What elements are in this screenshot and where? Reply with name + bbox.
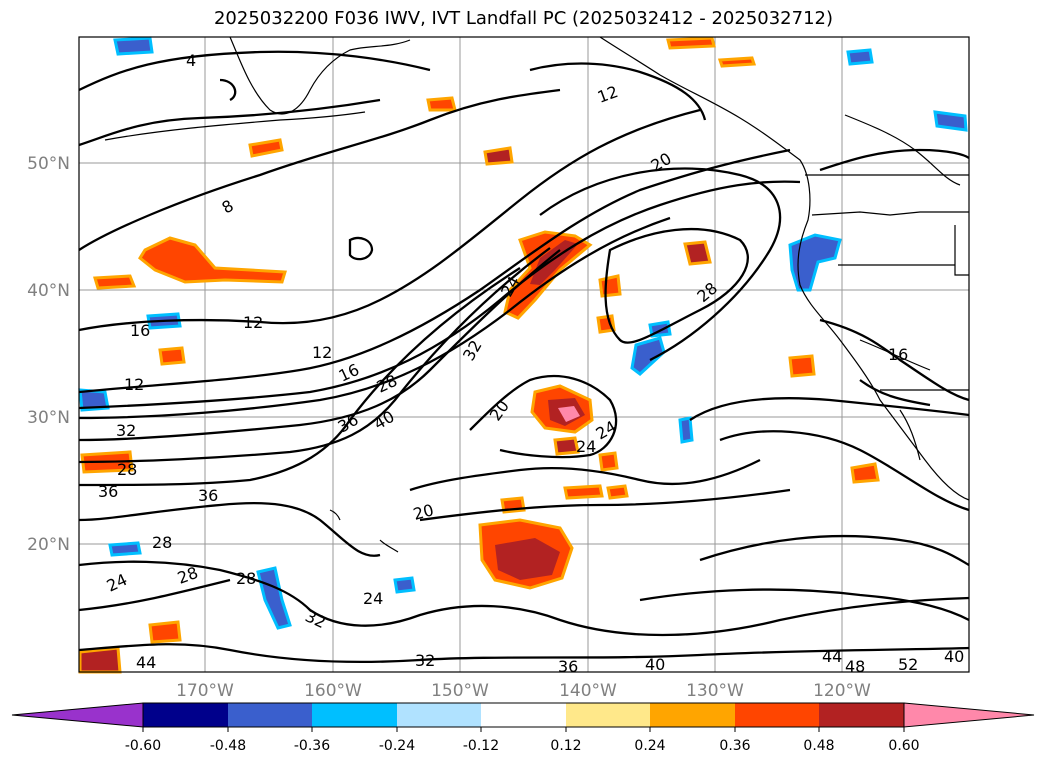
negative-anomaly-patch <box>108 541 142 557</box>
lon-label: 130°W <box>686 681 744 701</box>
ivt-shading <box>78 36 968 674</box>
strong-anomaly-patch <box>495 538 560 580</box>
lat-label: 50°N <box>27 154 70 174</box>
negative-anomaly-patch <box>630 336 666 376</box>
colorbar-tick-label: -0.12 <box>463 738 499 754</box>
latitude-labels: 50°N 40°N 30°N 20°N <box>27 154 70 555</box>
contour-label: 44 <box>822 647 842 666</box>
positive-anomaly-patch <box>248 138 284 158</box>
contour-label: 4 <box>186 51 196 70</box>
map-title: 2025032200 F036 IWV, IVT Landfall PC (20… <box>213 8 834 29</box>
positive-anomaly-patch <box>598 274 622 298</box>
peak-anomaly-patch <box>558 406 580 422</box>
coastlines <box>104 36 970 553</box>
contour-label: 28 <box>117 460 137 479</box>
colorbar-outline <box>142 702 905 728</box>
positive-anomaly-patch <box>666 36 716 50</box>
colorbar-high-extension <box>903 702 1035 728</box>
positive-anomaly-patch <box>426 96 457 112</box>
colorbar-tick-label: 0.60 <box>888 738 919 754</box>
colorbar-segment <box>228 703 312 727</box>
colorbar-segment <box>397 703 481 727</box>
negative-anomaly-patch <box>113 36 154 56</box>
colorbar-segment <box>819 703 904 727</box>
iwv-contours <box>78 50 970 664</box>
negative-anomaly-patch <box>788 233 842 292</box>
negative-anomaly-patch <box>393 576 416 594</box>
contour-label: 24 <box>363 589 383 608</box>
positive-anomaly-patch <box>717 56 757 68</box>
colorbar-tick-label: 0.24 <box>634 738 665 754</box>
colorbar-tick-label: -0.48 <box>210 738 246 754</box>
lat-label: 40°N <box>27 281 70 301</box>
contour-label: 36 <box>558 657 578 676</box>
colorbar-tick-label: -0.60 <box>125 738 161 754</box>
colorbar-segment <box>735 703 819 727</box>
contour-label: 44 <box>136 653 156 672</box>
contour-label: 28 <box>152 533 172 552</box>
colorbar: -0.60 -0.48 -0.36 -0.24 -0.12 0.12 0.24 … <box>11 702 1035 754</box>
colorbar-segment <box>650 703 735 727</box>
colorbar-tick-label: 0.12 <box>550 738 581 754</box>
map-frame <box>78 36 970 673</box>
negative-anomaly-patch <box>846 48 874 66</box>
lon-label: 120°W <box>813 681 871 701</box>
contour-label: 16 <box>130 321 150 340</box>
contour-label: 36 <box>98 482 118 501</box>
lat-label: 30°N <box>27 408 70 428</box>
contour-label: 12 <box>243 313 263 332</box>
positive-anomaly-patch <box>598 451 619 472</box>
colorbar-segment <box>143 703 228 727</box>
contour-label: 12 <box>312 343 332 362</box>
negative-anomaly-patch <box>933 110 968 132</box>
positive-anomaly-patch <box>553 436 580 456</box>
colorbar-low-extension <box>11 702 144 728</box>
positive-anomaly-patch <box>563 484 604 500</box>
contour-label: 16 <box>888 345 908 364</box>
contour-label: 40 <box>944 647 964 666</box>
positive-anomaly-patch <box>788 354 816 378</box>
positive-anomaly-patch <box>606 484 629 500</box>
colorbar-tick-label: -0.36 <box>294 738 330 754</box>
colorbar-segment <box>312 703 397 727</box>
positive-anomaly-patch <box>683 240 712 266</box>
contour-label: 12 <box>124 375 144 394</box>
lon-label: 150°W <box>431 681 489 701</box>
contour-label: 48 <box>845 657 865 676</box>
contour-label: 36 <box>198 486 218 505</box>
contour-label: 28 <box>236 569 256 588</box>
colorbar-segment <box>481 703 566 727</box>
positive-anomaly-patch <box>158 346 186 366</box>
positive-anomaly-patch <box>78 646 122 674</box>
contour-label: 20 <box>411 500 436 524</box>
contour-label: 52 <box>898 655 918 674</box>
longitude-labels: 170°W 160°W 150°W 140°W 130°W 120°W <box>176 681 871 701</box>
lon-label: 170°W <box>176 681 234 701</box>
positive-anomaly-patch <box>850 462 880 484</box>
positive-anomaly-patch <box>93 274 137 290</box>
graticule <box>79 37 969 672</box>
contour-label: 32 <box>415 651 435 670</box>
lon-label: 160°W <box>304 681 362 701</box>
colorbar-tick-label: -0.24 <box>379 738 415 754</box>
lat-label: 20°N <box>27 535 70 555</box>
positive-anomaly-patch <box>138 236 287 284</box>
contour-label: 32 <box>116 421 136 440</box>
negative-anomaly-patch <box>678 416 694 444</box>
contour-label: 40 <box>645 655 665 674</box>
positive-anomaly-patch <box>483 146 514 166</box>
contour-label: 24 <box>576 437 596 456</box>
colorbar-segment <box>566 703 650 727</box>
positive-anomaly-patch <box>148 620 182 644</box>
lon-label: 140°W <box>559 681 617 701</box>
colorbar-tick-label: 0.36 <box>719 738 750 754</box>
colorbar-tick-label: 0.48 <box>803 738 834 754</box>
